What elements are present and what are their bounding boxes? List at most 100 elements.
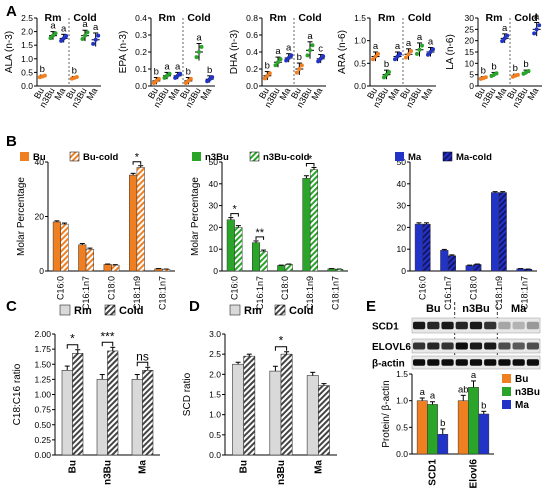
significance-letter: b (481, 400, 486, 411)
bar (269, 370, 282, 456)
group-label-cold: Cold (298, 12, 321, 24)
category-label: C18:1n7 (157, 276, 167, 310)
y-tick-label: 3.0 (209, 329, 221, 339)
legend-label: Rm (74, 305, 92, 317)
significance-letter: a (275, 46, 281, 57)
bar (154, 268, 163, 272)
y-tick-label: 1.0 (209, 410, 221, 420)
blot-band (427, 321, 440, 330)
significance-mark: * (308, 153, 313, 165)
legend-label: Cold (289, 305, 313, 317)
data-point (426, 52, 430, 57)
blot-row-label: SCD1 (372, 322, 399, 333)
blot-band (427, 342, 440, 350)
legend-swatch (229, 304, 241, 316)
y-axis-title: Molar Percentage (190, 177, 201, 256)
legend-swatch (274, 304, 286, 316)
data-point (51, 33, 55, 38)
legend-label: Rm (244, 305, 262, 317)
bar (226, 219, 235, 272)
category-label: Bu (146, 86, 160, 101)
bar (129, 174, 138, 272)
category-label: C18:1n9 (132, 276, 142, 310)
y-tick-label: 30 (397, 201, 407, 211)
y-tick-label: 0.75 (34, 405, 51, 415)
data-point (387, 69, 391, 74)
category-label: C16:0 (418, 276, 428, 300)
category-label: C16:0 (56, 276, 66, 300)
data-point (74, 75, 79, 80)
y-tick-label: 0.8 (246, 13, 258, 23)
data-point (61, 36, 66, 41)
y-tick-label: 1.5 (21, 40, 33, 50)
significance-bracket (132, 161, 142, 165)
category-label: C16:0 (230, 276, 240, 300)
data-point (167, 71, 172, 76)
y-tick-label: 0.5 (354, 58, 366, 68)
data-point (382, 75, 386, 80)
data-point (91, 41, 96, 46)
data-point (305, 53, 310, 58)
bar (232, 363, 244, 456)
y-tick-label: 0.2 (246, 64, 258, 74)
y-tick-label: 1.50 (34, 359, 51, 369)
bar (277, 265, 286, 272)
y-tick-label: 40 (35, 157, 45, 167)
y-tick-label: 0.00 (34, 450, 51, 460)
data-point (308, 48, 312, 53)
data-point (297, 67, 302, 71)
significance-bracket (101, 341, 114, 347)
category-label: C18:0 (280, 276, 290, 300)
bar (85, 248, 94, 272)
data-point (406, 52, 411, 57)
blot-band (526, 321, 539, 330)
category-label: C16:1n7 (443, 276, 453, 310)
blot-band (469, 321, 483, 330)
legend-swatch (20, 152, 29, 161)
data-point (384, 72, 389, 77)
y-tick-label: 0 (401, 266, 406, 276)
significance-letter: b (186, 67, 191, 78)
y-axis-title: ALA (n-3) (4, 31, 15, 73)
y-tick-label: 15 (465, 47, 475, 57)
group-label-rm: Rm (270, 12, 287, 24)
blot-band (427, 359, 440, 366)
bar (447, 255, 456, 272)
data-point (197, 50, 201, 54)
blot-band (484, 342, 497, 350)
y-tick-label: 1.5 (209, 390, 221, 400)
y-tick-label: 1.0 (21, 54, 33, 64)
y-axis-title: Protein/ β-actin (381, 380, 392, 447)
category-label: Bu (257, 86, 271, 101)
blot-band (455, 359, 468, 366)
bar (78, 244, 87, 272)
data-point (526, 69, 531, 74)
y-tick-label: 0 (39, 266, 44, 276)
significance-bracket (66, 344, 79, 349)
data-point (85, 30, 90, 35)
group-label-cold: Cold (408, 12, 431, 24)
bar (416, 400, 428, 455)
y-tick-label: 20 (35, 212, 45, 222)
legend-label: n3Bu (515, 387, 540, 398)
significance-letter: a (307, 31, 313, 42)
significance-letter: a (164, 61, 170, 72)
significance-letter: b (154, 67, 159, 78)
bar (440, 250, 449, 272)
bar (96, 379, 108, 456)
significance-letter: a (50, 21, 56, 32)
y-tick-label: 2.00 (34, 329, 51, 339)
y-tick-label: 0.0 (209, 450, 221, 460)
data-point (483, 75, 488, 80)
bar (280, 353, 293, 456)
data-point (262, 76, 267, 81)
legend-label: n3Bu (205, 152, 229, 163)
bar (498, 192, 507, 272)
legend-swatch (59, 304, 71, 316)
panel-a-letter: A (6, 3, 17, 20)
category-label: Bu (178, 86, 192, 101)
significance-letter: b (513, 63, 518, 74)
category-label: C16:1n7 (81, 276, 91, 310)
data-point (273, 63, 278, 68)
